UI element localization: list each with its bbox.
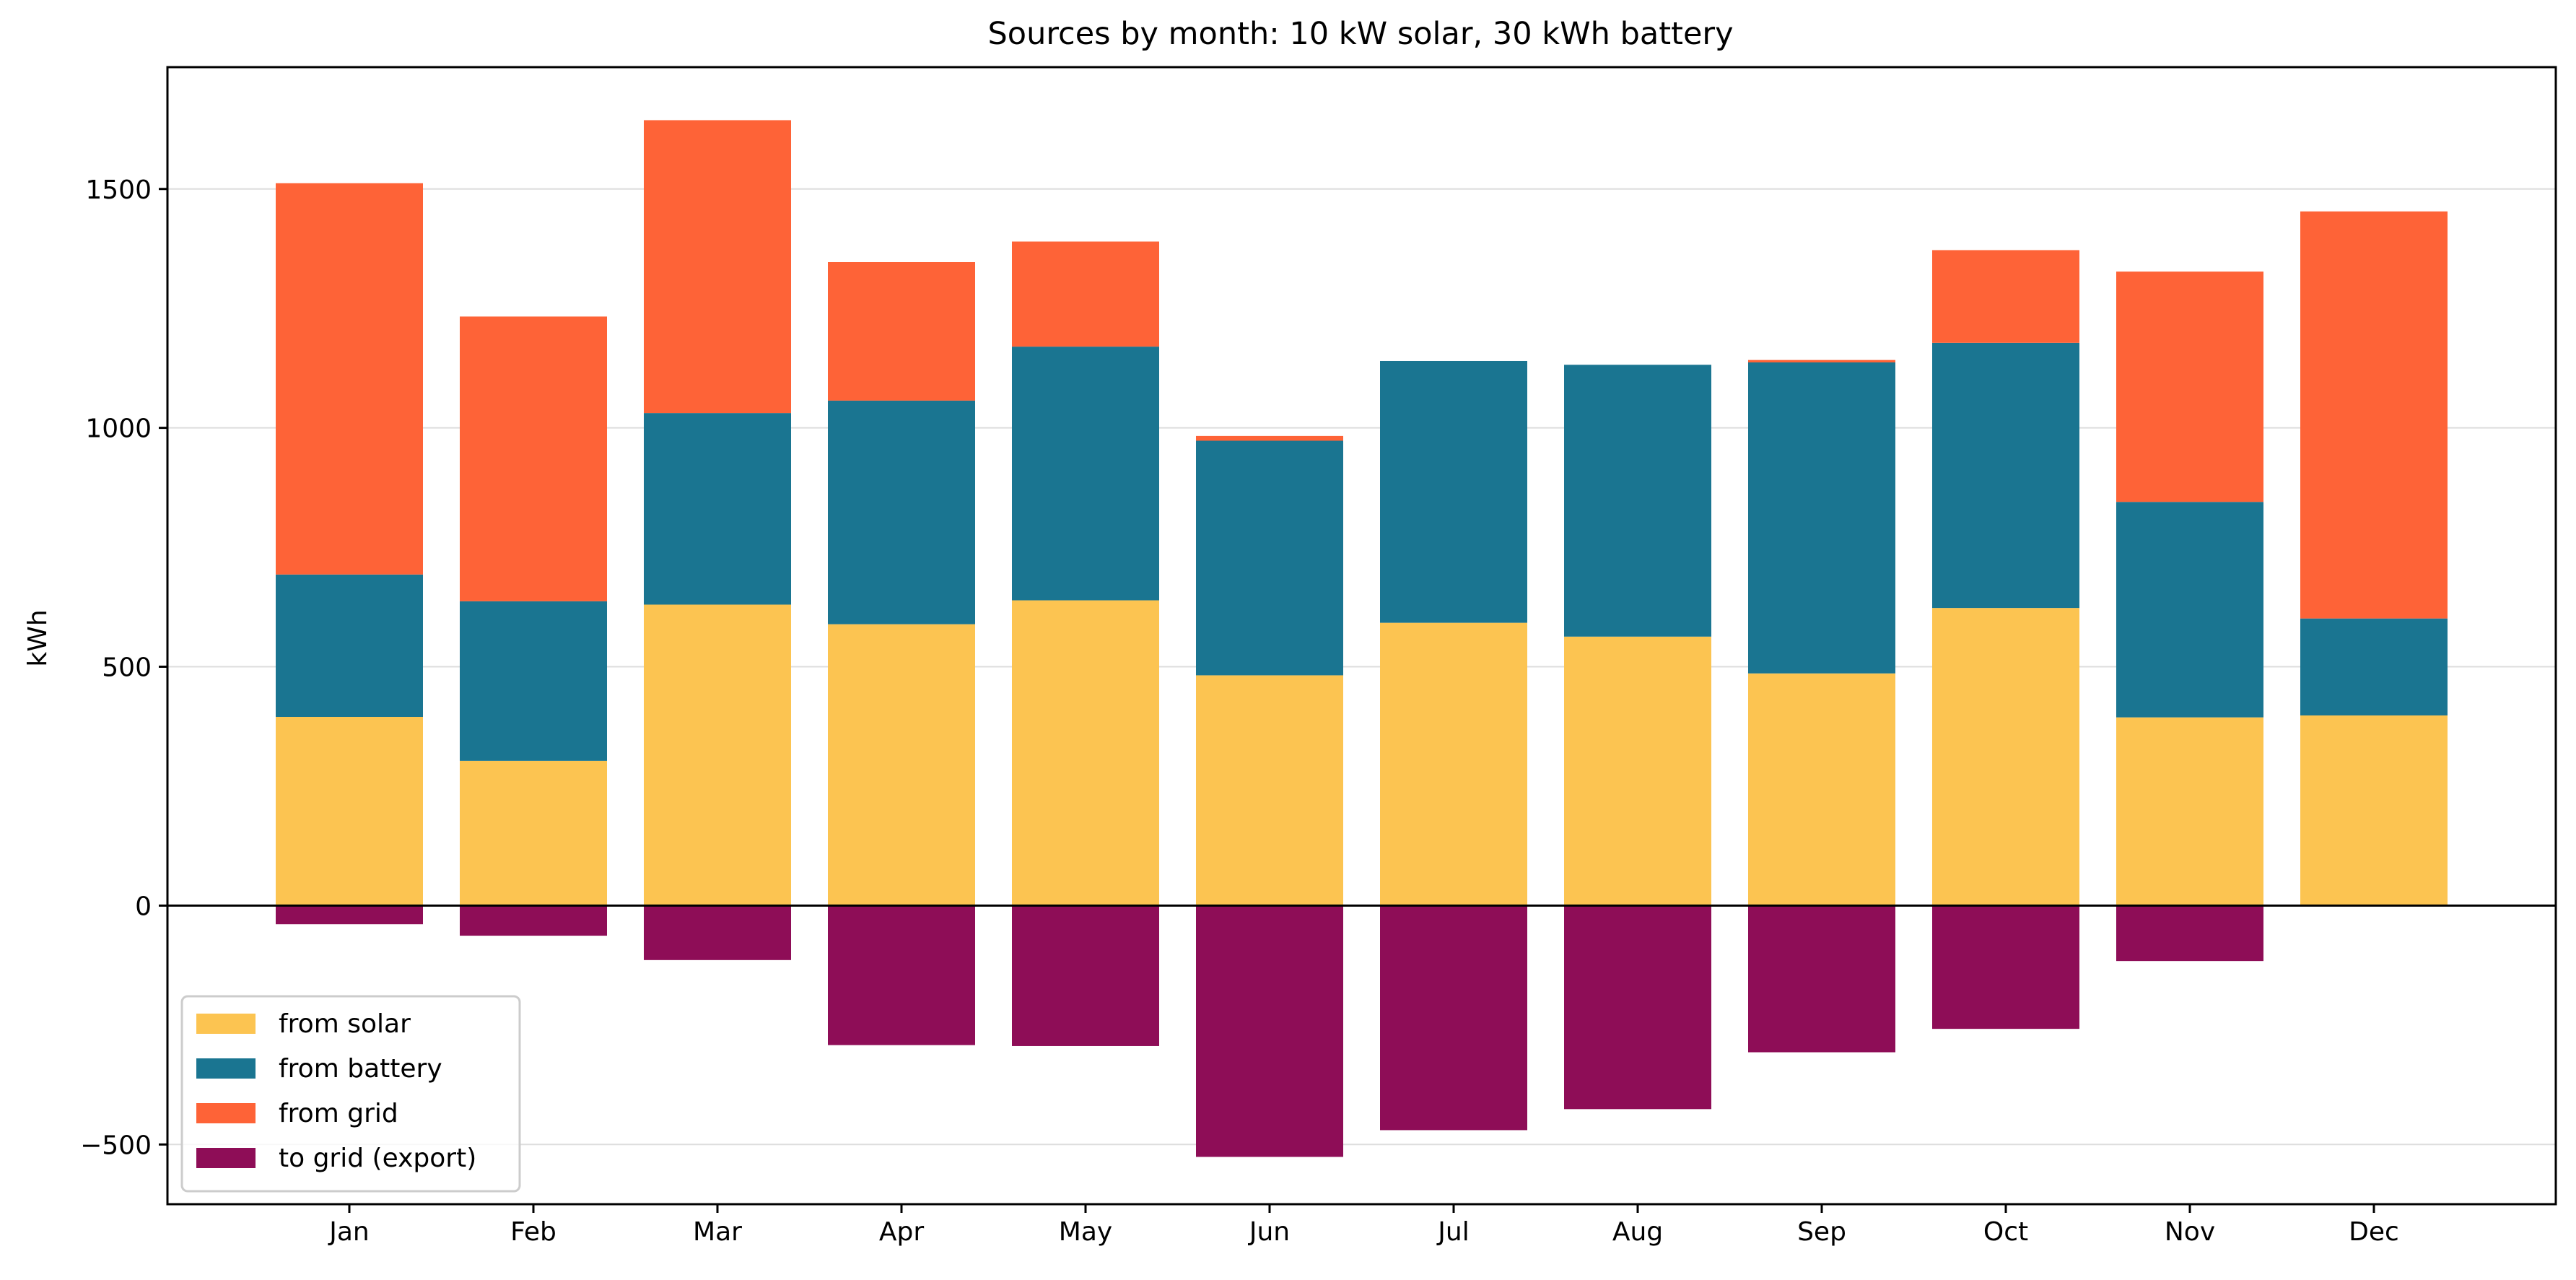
x-tick-label: Aug	[1612, 1217, 1663, 1247]
legend-swatch	[196, 1103, 256, 1123]
bar-from-solar-sep	[1748, 673, 1895, 906]
bar-from-battery-nov	[2116, 502, 2263, 718]
bar-from-solar-apr	[828, 624, 975, 906]
x-tick-label: May	[1059, 1217, 1112, 1247]
x-axis: Jan Feb Mar Apr May Jun Jul Aug Sep Oct Nov Dec	[328, 1204, 2399, 1247]
legend-items: from solar from battery from grid to grid (…	[196, 1009, 476, 1173]
x-tick-label: Jul	[1436, 1217, 1469, 1247]
legend-label: from battery	[279, 1054, 442, 1084]
x-tick-label: Apr	[879, 1217, 924, 1247]
bar-from-grid-jan	[276, 183, 423, 575]
bar-to-grid-export-mar	[644, 905, 791, 960]
bars	[276, 120, 2448, 1157]
bar-from-battery-sep	[1748, 362, 1895, 674]
bar-from-grid-feb	[460, 316, 607, 601]
legend-swatch	[196, 1014, 256, 1034]
x-tick-label: Nov	[2165, 1217, 2215, 1247]
x-tick-label: Dec	[2349, 1217, 2399, 1247]
bar-to-grid-export-aug	[1564, 905, 1711, 1110]
y-axis: −500 0 500 1000 1500	[80, 175, 167, 1160]
bar-from-grid-jun	[1196, 435, 1343, 441]
y-tick-label: 500	[102, 653, 152, 683]
bar-from-solar-oct	[1932, 608, 2079, 906]
bar-to-grid-export-apr	[828, 905, 975, 1045]
y-tick-label: −500	[80, 1131, 152, 1160]
bar-to-grid-export-may	[1012, 905, 1159, 1046]
legend-swatch	[196, 1148, 256, 1168]
bar-from-battery-dec	[2300, 618, 2448, 716]
bar-from-battery-jun	[1196, 440, 1343, 676]
bar-to-grid-export-sep	[1748, 905, 1895, 1053]
bar-from-grid-oct	[1932, 250, 2079, 343]
legend-label: from grid	[279, 1099, 398, 1128]
y-axis-label: kWh	[23, 609, 53, 666]
legend-frame	[180, 995, 521, 1193]
legend-label: from solar	[279, 1009, 411, 1039]
x-tick-label: Jun	[1248, 1217, 1290, 1247]
bar-from-solar-dec	[2300, 715, 2448, 906]
bar-from-grid-may	[1012, 241, 1159, 347]
bar-to-grid-export-jan	[276, 905, 423, 925]
bar-from-solar-jan	[276, 717, 423, 906]
y-tick-label: 1500	[85, 175, 152, 205]
bar-to-grid-export-nov	[2116, 905, 2263, 962]
bar-from-battery-may	[1012, 347, 1159, 601]
bar-from-solar-mar	[644, 604, 791, 906]
legend: from solar from battery from grid to grid (…	[180, 995, 521, 1193]
bar-to-grid-export-oct	[1932, 905, 2079, 1029]
bar-from-solar-jun	[1196, 675, 1343, 906]
bar-from-grid-sep	[1748, 360, 1895, 362]
bar-from-battery-feb	[460, 601, 607, 761]
bar-from-solar-nov	[2116, 717, 2263, 906]
bar-from-solar-jul	[1380, 622, 1527, 906]
x-tick-label: Oct	[1983, 1217, 2028, 1247]
y-tick-label: 1000	[85, 414, 152, 444]
bar-from-grid-apr	[828, 262, 975, 401]
bar-from-battery-oct	[1932, 342, 2079, 609]
legend-swatch	[196, 1058, 256, 1079]
bar-from-battery-apr	[828, 400, 975, 624]
bar-to-grid-export-jun	[1196, 905, 1343, 1157]
chart-title: Sources by month: 10 kW solar, 30 kWh ba…	[987, 16, 1733, 52]
x-tick-label: Mar	[693, 1217, 742, 1247]
bar-from-battery-aug	[1564, 365, 1711, 637]
bar-from-solar-aug	[1564, 636, 1711, 906]
plot-frame	[166, 66, 2557, 1206]
bar-to-grid-export-feb	[460, 905, 607, 936]
x-tick-label: Sep	[1797, 1217, 1846, 1247]
bar-from-battery-jan	[276, 574, 423, 717]
bar-from-solar-feb	[460, 760, 607, 906]
y-tick-label: 0	[135, 892, 152, 921]
bar-to-grid-export-jul	[1380, 905, 1527, 1131]
legend-label: to grid (export)	[279, 1144, 476, 1173]
x-tick-label: Jan	[328, 1217, 370, 1247]
bar-from-grid-mar	[644, 120, 791, 414]
bar-from-battery-mar	[644, 413, 791, 605]
bar-from-grid-dec	[2300, 211, 2448, 619]
x-tick-label: Feb	[510, 1217, 556, 1247]
bar-from-grid-nov	[2116, 271, 2263, 502]
bar-from-battery-jul	[1380, 360, 1527, 623]
bar-from-solar-may	[1012, 600, 1159, 906]
